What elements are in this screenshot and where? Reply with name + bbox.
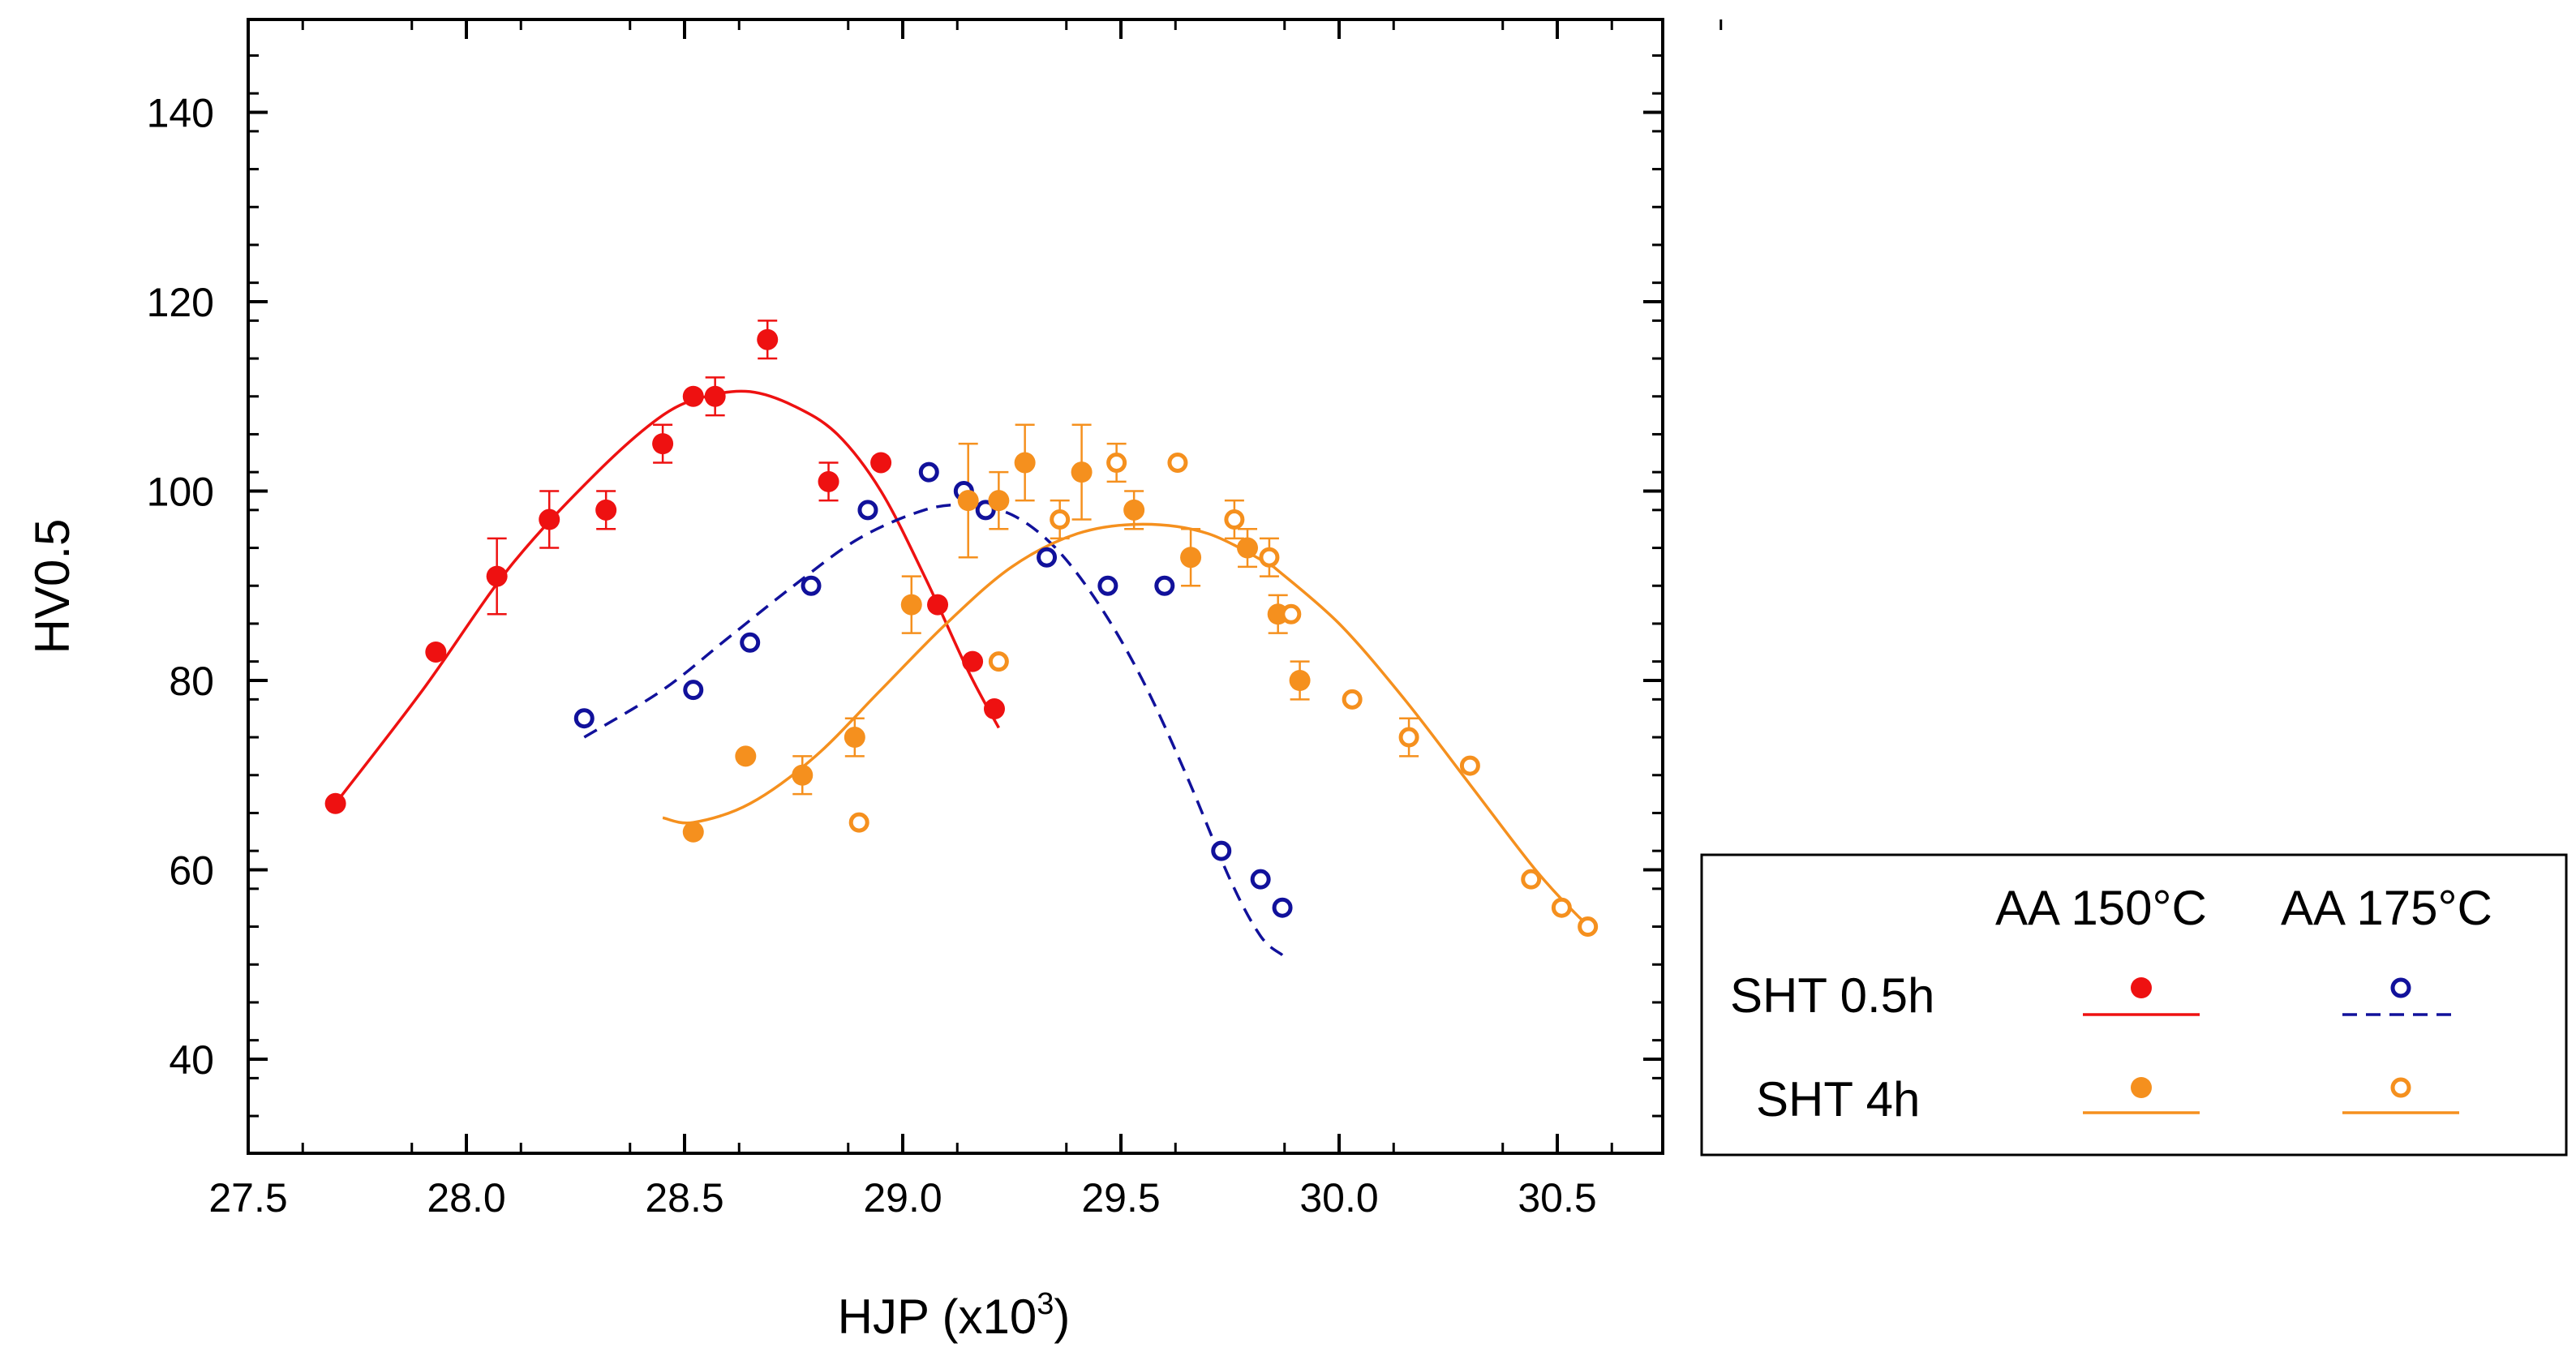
y-tick-label: 40 [169,1037,214,1083]
data-point [1123,499,1145,521]
data-point [735,745,757,767]
axis-ticks: 27.5 28.0 28.5 29.0 29.5 30.0 30.5 40 60 80 100 120… [147,19,1723,1221]
data-point [1551,897,1572,918]
legend-marker-series-1 [2390,977,2411,998]
legend-box [1700,853,2568,1157]
legend-marker-series-2 [2131,1077,2152,1098]
data-point [1154,575,1175,596]
data-point [324,792,346,814]
data-point [652,433,674,455]
x-tick-label: 28.5 [645,1175,723,1221]
data-point [1037,547,1058,568]
data-point [1259,547,1280,568]
data-point [983,698,1005,720]
data-point [801,575,822,596]
fit-line-series-0 [334,389,1000,805]
y-tick-label: 60 [169,848,214,894]
data-point [1521,869,1542,890]
y-axis-title: HV0.5 [25,519,79,654]
legend-col-header-aa175: AA 175°C [2281,881,2492,935]
data-point [683,680,704,701]
data-point [1398,727,1419,748]
data-point [918,461,939,483]
x-tick-label: 29.0 [863,1175,942,1221]
x-axis-title: HJP (x103) [838,1287,1071,1344]
legend-swatches [2083,977,2459,1114]
data-point [792,764,814,786]
data-point [1281,603,1302,624]
data-point [740,632,761,653]
data-point [988,651,1009,672]
data-point [1071,461,1093,483]
data-point [595,499,617,521]
legend-marker-series-3 [2390,1077,2411,1098]
y-tick-label: 100 [147,470,214,515]
plot-frame [247,18,1664,1155]
data-point [1167,452,1188,473]
data-point [1342,689,1363,710]
data-point [757,328,779,350]
error-bars [487,320,1419,796]
x-axis-title-main: HJP (x10 [838,1290,1037,1344]
data-point [425,641,447,663]
data-point [1014,452,1036,474]
data-point [1272,897,1293,918]
x-tick-label: 28.0 [427,1175,505,1221]
legend: AA 150°C AA 175°C SHT 0.5h SHT 4h [1700,853,2568,1157]
data-point [957,490,979,512]
data-point [1097,575,1118,596]
data-point [1106,452,1127,473]
data-point [539,509,560,530]
x-axis-title-sup: 3 [1037,1287,1054,1321]
x-tick-label: 29.5 [1081,1175,1160,1221]
data-point [1578,916,1599,938]
data-point [1211,840,1232,861]
data-point [900,594,922,616]
y-tick-label: 80 [169,659,214,704]
data-point [486,565,508,587]
y-tick-label: 140 [147,91,214,136]
data-points [324,328,1599,938]
x-axis-title-suffix: ) [1054,1290,1070,1344]
data-point [857,500,878,521]
x-tick-label: 27.5 [208,1175,287,1221]
data-point [818,470,839,492]
data-point [870,452,892,474]
data-point [1289,670,1311,691]
legend-marker-series-0 [2131,977,2152,998]
legend-row-label-sht05h: SHT 0.5h [1730,968,1934,1023]
fit-lines [334,389,1594,956]
legend-row-label-sht4h: SHT 4h [1756,1072,1920,1127]
fit-line-series-3 [1273,565,1594,929]
data-point [1050,509,1071,530]
data-point [1459,755,1480,776]
data-point [1180,547,1202,569]
data-point [927,594,949,616]
y-tick-label: 120 [147,280,214,325]
x-tick-label: 30.5 [1518,1175,1596,1221]
data-point [682,385,704,407]
data-point [573,708,595,729]
data-point [682,821,704,843]
x-tick-label: 30.0 [1299,1175,1378,1221]
data-point [988,490,1010,512]
data-point [1224,509,1245,530]
data-point [1250,869,1271,890]
data-point [1237,537,1259,559]
fit-line-series-1 [583,503,1284,956]
data-point [844,727,865,749]
data-point [962,650,984,672]
data-point [848,812,869,833]
fit-line-series-2 [662,522,1275,825]
data-point [704,385,726,407]
legend-col-header-aa150: AA 150°C [1995,881,2207,935]
